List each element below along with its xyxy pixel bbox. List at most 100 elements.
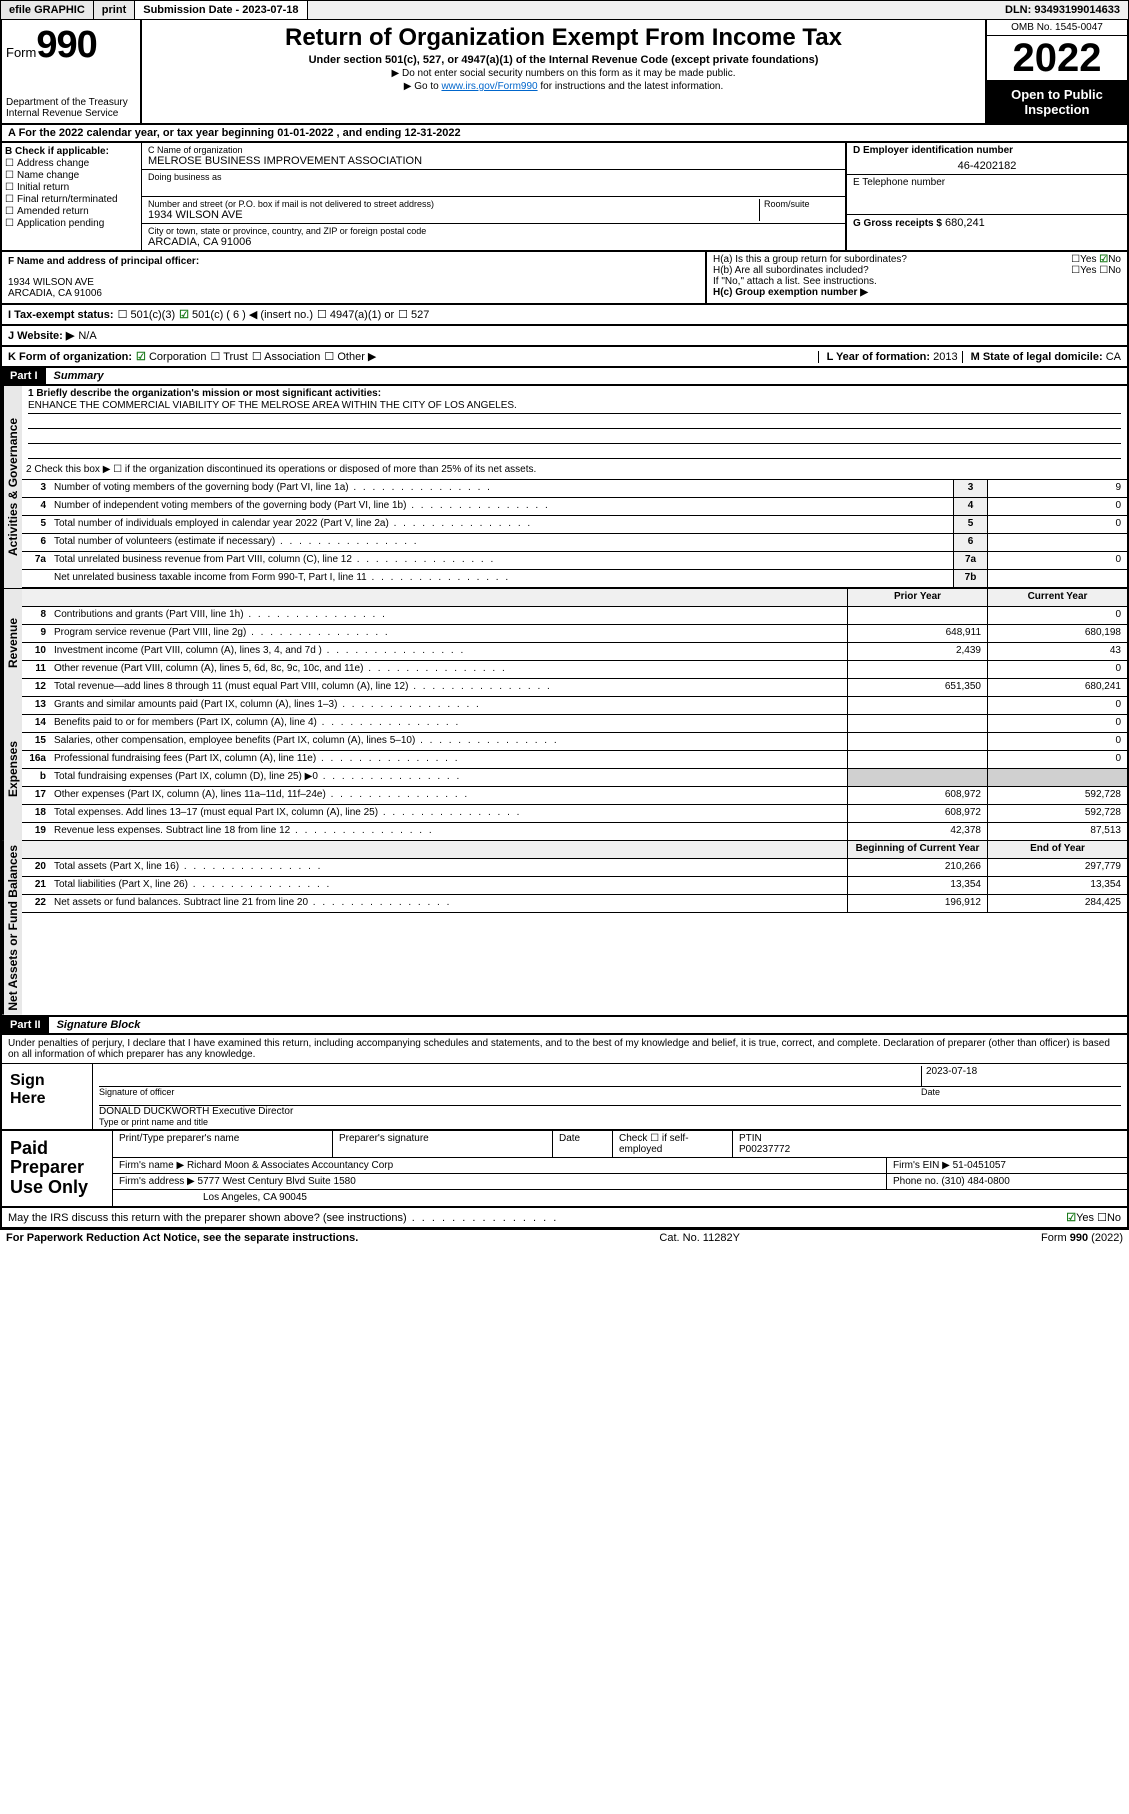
city-row: City or town, state or province, country… bbox=[142, 224, 845, 250]
line2-checkbox: 2 Check this box ▶ ☐ if the organization… bbox=[22, 462, 1127, 480]
form-title: Return of Organization Exempt From Incom… bbox=[148, 24, 979, 52]
header-left: Form990 Department of the Treasury Inter… bbox=[2, 20, 142, 123]
firm-name-value: Richard Moon & Associates Accountancy Co… bbox=[187, 1160, 393, 1171]
chk-initial-return[interactable]: Initial return bbox=[5, 182, 138, 193]
preparer-sig-label: Preparer's signature bbox=[333, 1131, 553, 1157]
chk-corporation[interactable]: ☑ Corporation bbox=[136, 350, 206, 363]
efile-button[interactable]: efile GRAPHIC bbox=[1, 1, 94, 19]
part2-title: Signature Block bbox=[49, 1019, 141, 1031]
l-label: L Year of formation: bbox=[827, 351, 931, 363]
ptin-value: P00237772 bbox=[739, 1144, 1121, 1155]
col-end-year: End of Year bbox=[987, 841, 1127, 858]
chk-final-return[interactable]: Final return/terminated bbox=[5, 194, 138, 205]
top-toolbar: efile GRAPHIC print Submission Date - 20… bbox=[0, 0, 1129, 20]
l-value: 2013 bbox=[933, 351, 957, 363]
col-begin-year: Beginning of Current Year bbox=[847, 841, 987, 858]
data-row: bTotal fundraising expenses (Part IX, co… bbox=[22, 769, 1127, 787]
hb-answer: ☐Yes ☐No bbox=[1071, 265, 1121, 276]
form-header: Form990 Department of the Treasury Inter… bbox=[0, 20, 1129, 125]
col-current-year: Current Year bbox=[987, 589, 1127, 606]
dln-label: DLN: 93493199014633 bbox=[997, 1, 1128, 19]
phone-row: E Telephone number bbox=[847, 175, 1127, 215]
hc-label: H(c) Group exemption number ▶ bbox=[713, 287, 1121, 298]
firm-addr-value: 5777 West Century Blvd Suite 1580 bbox=[198, 1176, 356, 1187]
firm-ein-value: 51-0451057 bbox=[953, 1160, 1006, 1171]
phone-value: (310) 484-0800 bbox=[941, 1176, 1009, 1187]
firm-addr-label: Firm's address ▶ bbox=[119, 1176, 195, 1187]
gross-receipts-label: G Gross receipts $ bbox=[853, 218, 942, 229]
gov-row: Net unrelated business taxable income fr… bbox=[22, 570, 1127, 588]
omb-number: OMB No. 1545-0047 bbox=[987, 20, 1127, 36]
data-row: 8Contributions and grants (Part VIII, li… bbox=[22, 607, 1127, 625]
chk-501c6[interactable]: ☑ 501(c) ( 6 ) ◀ (insert no.) bbox=[179, 308, 313, 321]
section-revenue: Revenue Prior Year Current Year 8Contrib… bbox=[0, 588, 1129, 697]
gross-receipts-row: G Gross receipts $ 680,241 bbox=[847, 215, 1127, 231]
officer-addr2: ARCADIA, CA 91006 bbox=[8, 288, 699, 299]
preparer-name-label: Print/Type preparer's name bbox=[113, 1131, 333, 1157]
m-label: M State of legal domicile: bbox=[971, 351, 1103, 363]
header-middle: Return of Organization Exempt From Incom… bbox=[142, 20, 987, 123]
ha-label: H(a) Is this a group return for subordin… bbox=[713, 254, 907, 265]
prep-date-label: Date bbox=[553, 1131, 613, 1157]
k-label: K Form of organization: bbox=[8, 351, 132, 363]
col-c-org-info: C Name of organization MELROSE BUSINESS … bbox=[142, 143, 847, 250]
chk-address-change[interactable]: Address change bbox=[5, 158, 138, 169]
phone-label: E Telephone number bbox=[853, 177, 1121, 188]
part1-title: Summary bbox=[46, 370, 104, 382]
officer-name: DONALD DUCKWORTH Executive Director bbox=[99, 1105, 1121, 1117]
col-b-checkboxes: B Check if applicable: Address change Na… bbox=[2, 143, 142, 250]
data-row: 22Net assets or fund balances. Subtract … bbox=[22, 895, 1127, 913]
form-word: Form bbox=[6, 45, 36, 60]
open-inspection: Open to Public Inspection bbox=[987, 81, 1127, 123]
print-button[interactable]: print bbox=[94, 1, 135, 19]
chk-association[interactable]: ☐ Association bbox=[252, 350, 321, 363]
firm-city: Los Angeles, CA 90045 bbox=[113, 1190, 1127, 1205]
officer-addr1: 1934 WILSON AVE bbox=[8, 277, 699, 288]
ptin-label: PTIN bbox=[739, 1133, 1121, 1144]
gov-row: 4Number of independent voting members of… bbox=[22, 498, 1127, 516]
data-row: 13Grants and similar amounts paid (Part … bbox=[22, 697, 1127, 715]
ssn-note: ▶ Do not enter social security numbers o… bbox=[148, 68, 979, 79]
irs-link[interactable]: www.irs.gov/Form990 bbox=[441, 81, 537, 92]
org-name: MELROSE BUSINESS IMPROVEMENT ASSOCIATION bbox=[148, 155, 839, 167]
chk-4947[interactable]: ☐ 4947(a)(1) or bbox=[317, 308, 394, 321]
discuss-answer: ☑Yes ☐No bbox=[1066, 1211, 1121, 1224]
irs-label: Internal Revenue Service bbox=[6, 108, 136, 119]
submission-date: Submission Date - 2023-07-18 bbox=[135, 1, 307, 19]
mission-block: 1 Briefly describe the organization's mi… bbox=[22, 386, 1127, 462]
part1-header: Part I Summary bbox=[0, 368, 1129, 386]
chk-amended-return[interactable]: Amended return bbox=[5, 206, 138, 217]
self-employed-check[interactable]: Check ☐ if self-employed bbox=[613, 1131, 733, 1157]
signature-label: Signature of officer bbox=[99, 1087, 921, 1097]
chk-527[interactable]: ☐ 527 bbox=[398, 308, 429, 321]
section-governance: Activities & Governance 1 Briefly descri… bbox=[0, 386, 1129, 588]
sign-here-label: Sign Here bbox=[2, 1064, 92, 1129]
data-row: 10Investment income (Part VIII, column (… bbox=[22, 643, 1127, 661]
ein-row: D Employer identification number 46-4202… bbox=[847, 143, 1127, 175]
chk-application-pending[interactable]: Application pending bbox=[5, 218, 138, 229]
part2-badge: Part II bbox=[2, 1017, 49, 1033]
paperwork-notice: For Paperwork Reduction Act Notice, see … bbox=[6, 1232, 358, 1244]
mission-text: ENHANCE THE COMMERCIAL VIABILITY OF THE … bbox=[28, 400, 1121, 414]
gov-row: 5Total number of individuals employed in… bbox=[22, 516, 1127, 534]
chk-other[interactable]: ☐ Other ▶ bbox=[324, 350, 376, 363]
gross-receipts-value: 680,241 bbox=[945, 217, 985, 229]
chk-name-change[interactable]: Name change bbox=[5, 170, 138, 181]
city-value: ARCADIA, CA 91006 bbox=[148, 236, 839, 248]
paid-preparer-block: Paid Preparer Use Only Print/Type prepar… bbox=[0, 1131, 1129, 1208]
j-value: N/A bbox=[78, 330, 96, 342]
data-row: 21Total liabilities (Part X, line 26)13,… bbox=[22, 877, 1127, 895]
gov-row: 6Total number of volunteers (estimate if… bbox=[22, 534, 1127, 552]
form-num-990: 990 bbox=[36, 24, 96, 66]
data-row: 15Salaries, other compensation, employee… bbox=[22, 733, 1127, 751]
col-b-label: B Check if applicable: bbox=[5, 146, 138, 157]
j-label: J Website: ▶ bbox=[8, 329, 74, 342]
data-row: 19Revenue less expenses. Subtract line 1… bbox=[22, 823, 1127, 841]
chk-trust[interactable]: ☐ Trust bbox=[210, 350, 247, 363]
org-name-label: C Name of organization bbox=[148, 145, 839, 155]
gov-row: 3Number of voting members of the governi… bbox=[22, 480, 1127, 498]
section-expenses: Expenses 13Grants and similar amounts pa… bbox=[0, 697, 1129, 841]
chk-501c3[interactable]: ☐ 501(c)(3) bbox=[118, 308, 176, 321]
vtab-revenue: Revenue bbox=[2, 589, 22, 697]
data-row: 17Other expenses (Part IX, column (A), l… bbox=[22, 787, 1127, 805]
